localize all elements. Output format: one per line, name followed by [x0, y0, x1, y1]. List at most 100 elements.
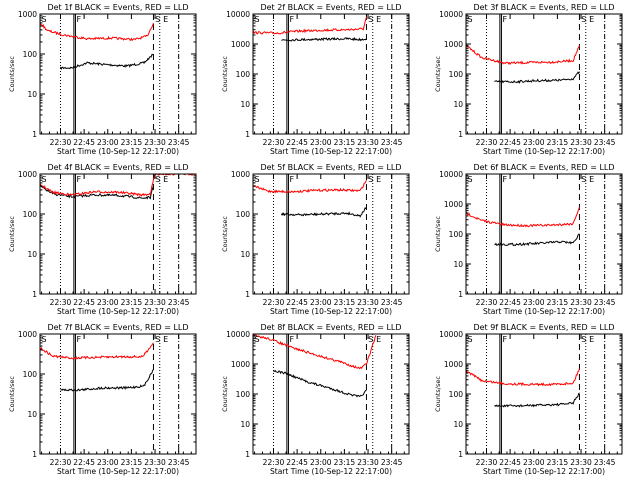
y-tick-label: 100: [236, 70, 251, 79]
x-tick-label: 23:15: [334, 298, 356, 307]
event-marker-s: S: [467, 15, 472, 24]
x-axis-label: Start Time (10-Sep-12 22:17:00): [270, 307, 392, 316]
events-series-line: [60, 53, 154, 70]
x-axis-label: Start Time (10-Sep-12 22:17:00): [483, 147, 605, 156]
y-tick-label: 1000: [444, 360, 463, 369]
plot-frame: [39, 13, 197, 135]
event-marker-f: F: [502, 335, 507, 344]
y-tick-label: 1000: [444, 200, 463, 209]
x-tick-label: 23:00: [310, 138, 332, 147]
x-axis-label: Start Time (10-Sep-12 22:17:00): [483, 307, 605, 316]
y-tick-label: 1: [458, 450, 463, 459]
x-axis-label: Start Time (10-Sep-12 22:17:00): [270, 147, 392, 156]
x-tick-label: 22:45: [286, 458, 308, 467]
x-tick-label: 22:45: [499, 458, 521, 467]
lld-series-line: [40, 342, 154, 360]
x-tick-label: 23:00: [523, 138, 545, 147]
x-axis-label: Start Time (10-Sep-12 22:17:00): [483, 467, 605, 476]
chart-title: Det 5f BLACK = Events, RED = LLD: [260, 163, 401, 172]
y-tick-label: 10: [453, 260, 463, 269]
event-marker-e: E: [376, 15, 381, 24]
y-tick-label: 1000: [231, 360, 250, 369]
x-tick-label: 23:30: [570, 458, 592, 467]
x-tick-label: 23:00: [97, 138, 119, 147]
series-group: [40, 21, 154, 70]
y-tick-label: 10: [27, 250, 37, 259]
x-tick-label: 23:45: [594, 458, 616, 467]
series-group: [466, 368, 580, 408]
y-tick-label: 1000: [444, 40, 463, 49]
y-tick-label: 10: [240, 250, 250, 259]
x-tick-label: 22:30: [50, 458, 72, 467]
y-tick-label: 10: [27, 410, 37, 419]
event-marker-s: S: [368, 175, 373, 184]
x-axis-label: Start Time (10-Sep-12 22:17:00): [57, 147, 179, 156]
y-axis-label: Counts/sec: [221, 56, 229, 92]
plot-frame: [252, 13, 410, 135]
y-tick-label: 10: [453, 100, 463, 109]
lld-series-line: [40, 21, 154, 42]
y-axis-label: Counts/sec: [221, 216, 229, 252]
y-tick-label: 1: [32, 130, 37, 139]
series-group: [40, 342, 154, 392]
x-tick-label: 23:30: [144, 458, 166, 467]
event-marker-e: E: [163, 175, 168, 184]
y-tick-label: 100: [449, 230, 464, 239]
x-tick-label: 23:15: [121, 138, 143, 147]
y-tick-label: 1000: [18, 170, 37, 179]
x-tick-label: 23:00: [97, 458, 119, 467]
y-tick-label: 100: [23, 210, 38, 219]
y-tick-label: 1000: [231, 170, 250, 179]
event-marker-s: S: [155, 175, 160, 184]
events-series-line: [273, 369, 367, 398]
y-tick-label: 1000: [18, 10, 37, 19]
y-tick-label: 10: [453, 420, 463, 429]
x-tick-label: 22:45: [499, 298, 521, 307]
y-tick-label: 10: [240, 420, 250, 429]
series-group: [466, 206, 580, 247]
y-tick-label: 1000: [18, 330, 37, 339]
x-tick-label: 22:45: [499, 138, 521, 147]
event-marker-e: E: [589, 15, 594, 24]
event-marker-s: S: [41, 15, 46, 24]
chart-title: Det 9f BLACK = Events, RED = LLD: [473, 323, 614, 332]
x-tick-label: 22:45: [286, 138, 308, 147]
y-tick-label: 100: [449, 70, 464, 79]
x-tick-label: 23:00: [523, 298, 545, 307]
x-tick-label: 23:45: [381, 138, 403, 147]
y-tick-label: 1: [458, 130, 463, 139]
x-tick-label: 22:45: [73, 298, 95, 307]
x-tick-label: 23:00: [97, 298, 119, 307]
x-tick-label: 22:45: [286, 298, 308, 307]
x-tick-label: 23:45: [594, 298, 616, 307]
chart-title: Det 3f BLACK = Events, RED = LLD: [473, 3, 614, 12]
series-group: [40, 174, 196, 200]
y-tick-label: 1: [458, 290, 463, 299]
event-marker-f: F: [289, 15, 294, 24]
event-marker-s: S: [155, 15, 160, 24]
events-series-line: [494, 71, 580, 84]
event-marker-f: F: [76, 15, 81, 24]
x-tick-label: 23:45: [381, 458, 403, 467]
y-axis-label: Counts/sec: [8, 376, 16, 412]
event-marker-e: E: [589, 335, 594, 344]
x-tick-label: 22:30: [263, 458, 285, 467]
y-axis-label: Counts/sec: [8, 56, 16, 92]
plot-frame: [465, 173, 623, 295]
x-tick-label: 22:30: [476, 138, 498, 147]
x-tick-label: 23:45: [381, 298, 403, 307]
y-axis-label: Counts/sec: [434, 376, 442, 412]
event-marker-f: F: [289, 175, 294, 184]
event-marker-s: S: [581, 335, 586, 344]
event-marker-e: E: [589, 175, 594, 184]
y-tick-label: 100: [236, 390, 251, 399]
events-series-line: [494, 233, 580, 247]
